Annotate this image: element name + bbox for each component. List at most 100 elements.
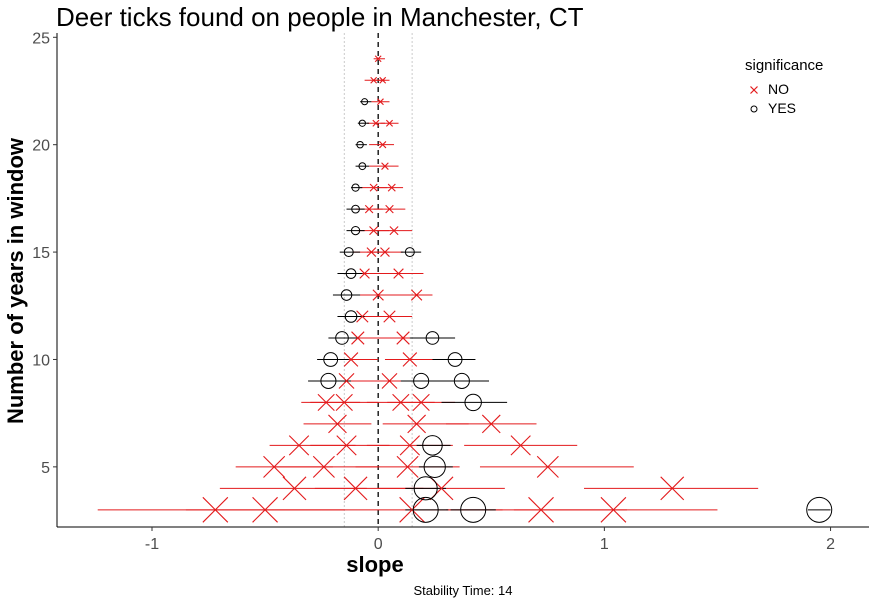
point-no-cross	[600, 496, 627, 523]
point-no-cross	[351, 331, 365, 345]
point-no-cross	[366, 247, 377, 257]
point-no-cross	[536, 455, 559, 478]
point-yes-circle	[335, 331, 349, 345]
point-no-cross	[510, 435, 531, 456]
point-no-cross	[412, 393, 430, 412]
error-bars	[97, 58, 831, 511]
point-yes-circle	[358, 119, 366, 127]
y-tick-label: 5	[41, 460, 50, 477]
tick-labels: 5 10 15 20 25 -1 0 1 2	[32, 30, 835, 553]
point-yes-circle	[356, 140, 364, 149]
legend-label-yes: YES	[768, 100, 797, 116]
point-no-cross	[379, 76, 387, 84]
point-yes-circle	[422, 435, 443, 456]
point-no-cross	[393, 268, 404, 279]
point-no-cross	[369, 183, 378, 192]
stability-caption: Stability Time: 14	[413, 583, 513, 598]
point-no-cross	[380, 247, 390, 257]
point-no-cross	[343, 476, 368, 501]
point-no-cross	[660, 476, 685, 501]
point-no-cross	[383, 310, 396, 323]
point-yes-circle	[425, 331, 440, 345]
reference-lines	[343, 33, 413, 527]
point-no-cross	[372, 119, 380, 127]
point-no-cross	[343, 352, 359, 367]
legend-title: significance	[745, 57, 824, 74]
legend-key-yes	[750, 105, 758, 113]
legend-label-no: NO	[768, 81, 789, 97]
point-yes-circle	[340, 289, 353, 301]
point-yes-circle	[453, 372, 470, 389]
point-no-cross	[328, 414, 347, 434]
point-no-cross	[317, 393, 335, 412]
point-yes-circle	[413, 372, 430, 389]
x-tick-label: 2	[826, 536, 835, 553]
point-no-cross	[282, 476, 307, 501]
x-tick-label: -1	[145, 536, 159, 553]
y-axis-label: Number of years in window	[3, 137, 28, 425]
point-no-cross	[356, 310, 369, 323]
chart-title: Deer ticks found on people in Manchester…	[56, 2, 584, 32]
point-yes-circle	[423, 455, 446, 478]
point-no-cross	[385, 119, 394, 127]
point-no-cross	[410, 289, 423, 301]
point-yes-circle	[404, 247, 415, 258]
point-no-cross	[335, 393, 353, 412]
point-no-cross	[288, 435, 310, 456]
point-no-cross	[402, 352, 418, 367]
point-no-cross	[392, 393, 410, 412]
point-yes-circle	[460, 496, 487, 523]
y-tick-label: 25	[32, 30, 50, 47]
point-yes-circle	[412, 496, 439, 523]
point-no-cross	[359, 268, 370, 279]
point-no-cross	[381, 162, 389, 170]
point-no-cross	[374, 55, 382, 63]
point-no-cross	[481, 414, 501, 434]
x-tick-label: 0	[374, 536, 383, 553]
axes	[53, 33, 869, 531]
point-no-cross	[377, 98, 384, 106]
point-no-cross	[364, 204, 374, 214]
point-no-cross	[385, 204, 394, 214]
point-no-cross	[396, 455, 419, 478]
point-no-cross	[369, 226, 379, 236]
point-no-cross	[372, 289, 384, 301]
point-no-cross	[263, 455, 286, 478]
point-no-cross	[528, 496, 554, 523]
point-no-cross	[381, 373, 398, 389]
point-no-cross	[370, 76, 378, 84]
point-yes-circle	[358, 162, 367, 171]
point-no-cross	[389, 226, 399, 236]
x-axis-label: slope	[346, 552, 404, 577]
point-yes-circle	[447, 352, 463, 367]
point-yes-circle	[350, 225, 361, 236]
point-yes-circle	[343, 247, 354, 258]
point-no-cross	[202, 496, 229, 523]
point-yes-circle	[351, 204, 360, 214]
point-no-cross	[379, 141, 387, 149]
y-tick-label: 15	[32, 245, 50, 262]
legend-key-no	[750, 86, 758, 94]
point-no-cross	[399, 435, 421, 456]
point-yes-circle	[413, 476, 438, 501]
legend-keys	[750, 86, 758, 113]
point-no-cross	[396, 331, 410, 345]
point-no-cross	[336, 435, 357, 456]
y-tick-label: 10	[32, 352, 50, 369]
point-no-cross	[252, 496, 278, 523]
point-yes-circle	[361, 98, 369, 106]
y-tick-label: 20	[32, 138, 50, 155]
point-yes-circle	[323, 352, 339, 367]
point-no-cross	[399, 496, 425, 523]
point-no-cross	[338, 373, 355, 389]
point-yes-circle	[806, 496, 833, 523]
point-yes-circle	[345, 268, 357, 279]
point-yes-circle	[320, 372, 337, 389]
point-no-cross	[312, 455, 335, 478]
point-no-cross	[387, 183, 396, 192]
point-yes-circle	[351, 183, 360, 192]
x-tick-label: 1	[600, 536, 609, 553]
point-yes-circle	[464, 393, 482, 412]
